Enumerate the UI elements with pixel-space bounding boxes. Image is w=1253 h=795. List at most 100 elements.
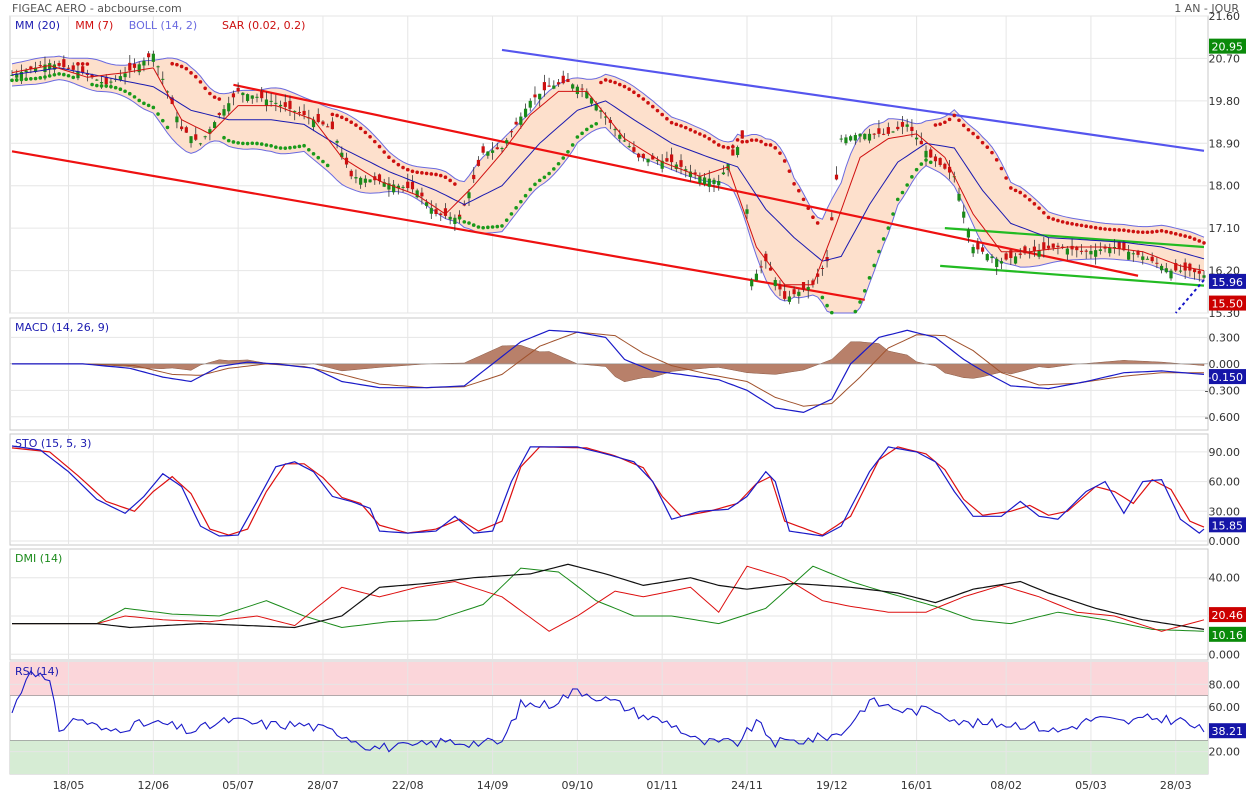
sar-dot (665, 116, 669, 121)
x-tick-label: 05/07 (222, 779, 254, 792)
sar-dot (401, 165, 405, 170)
candle-body (123, 73, 127, 78)
candle-body (943, 163, 947, 169)
candle-body (646, 158, 650, 163)
sar-dot (801, 197, 806, 202)
sar-dot (307, 148, 311, 152)
candle-body (420, 192, 424, 197)
candle-body (863, 133, 867, 140)
sar-dot (90, 82, 94, 87)
candle-body (231, 93, 236, 98)
sto-tick-label: 30.00 (1209, 505, 1241, 518)
sto-d-line (11, 446, 1205, 536)
candle-body (344, 157, 349, 165)
candle-body (1188, 263, 1192, 271)
legend-entry: SAR (0.02, 0.2) (222, 19, 305, 32)
candle-body (849, 136, 853, 141)
candle-body (707, 178, 711, 187)
sar-dot (773, 146, 778, 150)
candle-body (330, 121, 334, 130)
candle-body (929, 149, 933, 158)
sar-dot (1122, 228, 1126, 232)
candle-body (208, 129, 212, 134)
candle-body (599, 110, 603, 112)
candle-body (165, 91, 170, 93)
candle-body (962, 211, 966, 218)
macd-signal-line (12, 331, 1204, 407)
candle-body (1164, 268, 1168, 273)
candle-body (57, 63, 61, 66)
candle-body (679, 160, 683, 167)
sar-dot (707, 137, 712, 141)
sar-dot (208, 91, 212, 96)
candle-body (561, 75, 565, 84)
sar-dot (264, 143, 269, 147)
sar-dot (669, 120, 674, 125)
sar-dot (731, 144, 735, 149)
sar-dot (735, 138, 740, 142)
candle-body (359, 177, 363, 185)
candle-body (1131, 253, 1135, 255)
candle-body (429, 208, 433, 214)
sar-dot (1079, 223, 1084, 228)
candle-body (834, 174, 839, 180)
sar-dot (853, 309, 858, 314)
candle-body (877, 128, 881, 134)
candle-body (627, 146, 631, 148)
sar-dot (523, 193, 528, 198)
dmi-tick-label: 0.000 (1209, 648, 1241, 661)
sar-dot (622, 84, 627, 89)
rsi-overbought-zone (10, 662, 1208, 696)
candle-body (189, 136, 193, 144)
x-tick-label: 28/03 (1160, 779, 1192, 792)
sar-dot (368, 134, 372, 139)
sar-dot (552, 167, 556, 171)
sar-dot (1107, 227, 1112, 232)
price-last-value-badge (1209, 38, 1246, 54)
sar-dot (391, 159, 396, 163)
sar-dot (716, 143, 721, 147)
rsi-tick-label: 80.00 (1209, 678, 1241, 691)
sar-dot (679, 124, 683, 128)
sar-dot (1150, 230, 1154, 234)
sar-dot (650, 104, 655, 109)
sar-dot (29, 77, 33, 81)
candle-body (816, 273, 820, 277)
sar-dot (745, 139, 749, 144)
candle-body (293, 110, 297, 112)
candle-body (62, 59, 66, 68)
candle-body (604, 116, 608, 118)
candle-body (161, 78, 165, 80)
candle-body (915, 137, 919, 140)
sar-dot (764, 142, 768, 147)
sar-dot (19, 77, 24, 82)
candle-body (104, 76, 108, 85)
sar-dot (514, 206, 518, 210)
sar-dot (1093, 225, 1098, 230)
candle-body (618, 134, 622, 139)
x-tick-label: 08/02 (990, 779, 1022, 792)
sar-dot (1004, 176, 1008, 180)
candle-body (1178, 270, 1183, 272)
candle-body (980, 247, 985, 252)
candle-body (1023, 246, 1027, 254)
sar-dot (721, 145, 726, 149)
sar-dot (561, 156, 566, 160)
candle-body (255, 96, 259, 98)
sar-dot (104, 84, 109, 88)
candle-body (1202, 275, 1206, 278)
candle-body (48, 63, 52, 70)
candle-body (415, 190, 419, 198)
candle-body (10, 74, 14, 76)
candle-body (1051, 243, 1055, 248)
trend-line (11, 150, 865, 301)
rsi-line (11, 670, 1205, 753)
price-last-value-badge (1209, 295, 1246, 311)
sar-dot (358, 126, 363, 131)
sar-dot (443, 175, 448, 180)
sar-dot (547, 171, 551, 176)
trend-line (944, 227, 1205, 249)
candle-body (830, 217, 834, 221)
candle-body (947, 166, 952, 173)
candle-body (1070, 245, 1074, 250)
